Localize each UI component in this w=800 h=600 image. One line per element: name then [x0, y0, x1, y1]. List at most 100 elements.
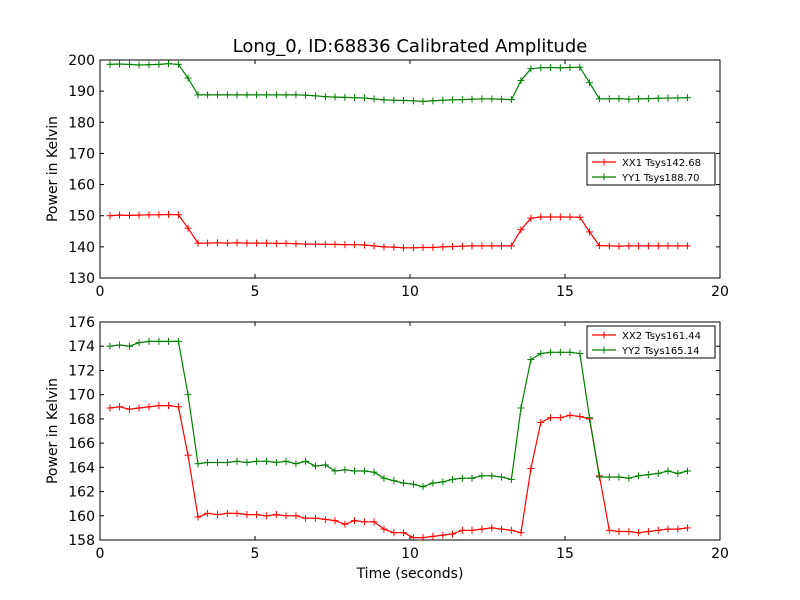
chart-1-series-1-point	[223, 239, 231, 247]
chart-1-y-tick-label: 180	[68, 115, 95, 131]
chart-2-y-tick-label: 158	[68, 533, 95, 549]
chart-2-series-2-point	[321, 461, 329, 469]
chart-1-series-1-point	[556, 213, 564, 221]
chart-2-series-2-point	[595, 473, 603, 481]
chart-1-y-tick-label: 200	[68, 53, 95, 69]
chart-1-series-2-point	[478, 95, 486, 103]
chart-1-series-2-point	[556, 64, 564, 72]
chart-2-series-2-point	[546, 348, 554, 356]
chart-2-y-tick-label: 166	[68, 436, 95, 452]
chart-1-series-1-point	[351, 241, 359, 249]
chart-2-x-tick-label: 20	[711, 546, 729, 562]
chart-1-series-2-point	[155, 60, 163, 68]
chart-2-series-2-point	[576, 349, 584, 357]
chart-2-series-2-point	[458, 474, 466, 482]
chart-1-series-1-point	[360, 241, 368, 249]
chart-2-y-tick-label: 170	[68, 388, 95, 404]
chart-1-x-tick-label: 5	[251, 284, 260, 300]
chart-1-series-1-point	[595, 242, 603, 250]
chart-2-x-axis-label: Time (seconds)	[356, 566, 464, 582]
chart-2-series-1-point	[546, 414, 554, 422]
chart-1-series-2-point	[174, 60, 182, 68]
chart-2-series-2-point	[282, 457, 290, 465]
chart-1-series-2-point	[233, 91, 241, 99]
chart-1-series-2-point	[282, 91, 290, 99]
chart-2-series-2-point	[262, 457, 270, 465]
chart-2-series-1-point	[292, 512, 300, 520]
chart-2-series-1-point	[390, 529, 398, 537]
top-subplot: 0 5 10 15 20 130 140 150 160 170 180 190 200 Power in…	[45, 53, 729, 300]
chart-1-series-2-point	[106, 60, 114, 68]
chart-1-series-2-point	[517, 77, 525, 85]
chart-2-series-1-point	[448, 530, 456, 538]
chart-1-series-1-point	[527, 214, 535, 222]
chart-1-series-1-point	[145, 211, 153, 219]
chart-2-series-1-point	[282, 512, 290, 520]
bottom-subplot: 0 5 10 15 20 158 160 162 164 166 168 170 172 174 176 Po…	[45, 315, 729, 582]
chart-2-y-axis-label: Power in Kelvin	[45, 378, 61, 484]
chart-1-series-1-point	[253, 239, 261, 247]
chart-1-series-1-point	[282, 239, 290, 247]
chart-1-series-2-point	[419, 97, 427, 105]
chart-2-series-2-point	[439, 478, 447, 486]
chart-2-series-1-point	[419, 534, 427, 542]
chart-1-series-2-point	[595, 95, 603, 103]
chart-2-series-1-point	[243, 511, 251, 519]
chart-2-series-2-point	[380, 474, 388, 482]
chart-2-legend-label-1: XX2 Tsys161.44	[622, 331, 701, 342]
chart-1-series-1-point	[204, 239, 212, 247]
chart-2-series-1-point	[634, 529, 642, 537]
chart-1-series-2-point	[184, 74, 192, 82]
chart-2-series-2-point	[184, 391, 192, 399]
chart-2-series-1-point	[223, 509, 231, 517]
chart-1-series-2-point	[341, 93, 349, 101]
chart-2-x-tick-label: 5	[251, 546, 260, 562]
chart-2-series-1-point	[341, 520, 349, 528]
chart-1-series-2-point	[399, 96, 407, 104]
chart-1-series-1-point	[497, 242, 505, 250]
chart-1-legend-label-1: XX1 Tsys142.68	[622, 158, 701, 169]
chart-2-series-1-point	[576, 412, 584, 420]
chart-1-series-2-point	[213, 91, 221, 99]
chart-1-series-1-point	[488, 242, 496, 250]
chart-2-series-2-point	[488, 472, 496, 480]
chart-2-series-2-point	[194, 460, 202, 468]
chart-1-series-1-point	[311, 240, 319, 248]
chart-1-series-2-point	[125, 60, 133, 68]
chart-2-y-tick-label: 160	[68, 509, 95, 525]
chart-2-series-1-point	[233, 509, 241, 517]
chart-1-series-2-point	[537, 64, 545, 72]
chart-1-series-2-point	[135, 61, 143, 69]
chart-1-series-2-point	[380, 96, 388, 104]
chart-1-series-1-point	[585, 228, 593, 236]
chart-1-series-1-point	[625, 242, 633, 250]
chart-2-x-tick-label: 0	[96, 546, 105, 562]
chart-2-series-1-point	[409, 534, 417, 542]
chart-1-series-2-point	[390, 96, 398, 104]
chart-1-legend: XX1 Tsys142.68 YY1 Tsys188.70	[586, 152, 716, 186]
chart-2-series-1-point	[125, 405, 133, 413]
chart-1-series-1-point	[262, 239, 270, 247]
chart-2-series-1-point	[351, 517, 359, 525]
chart-2-series-1-point	[360, 518, 368, 526]
chart-1-y-tick-label: 150	[68, 209, 95, 225]
chart-1-series-2-point	[165, 60, 173, 68]
chart-1-series-2-point	[439, 96, 447, 104]
chart-2-series-2-point	[468, 474, 476, 482]
chart-1-series-1-point	[478, 242, 486, 250]
chart-1-series-1-point	[380, 243, 388, 251]
chart-2-series-1-point	[116, 403, 124, 411]
chart-1-series-1-point	[458, 242, 466, 250]
chart-2-series-2-point	[448, 475, 456, 483]
chart-1-series-2-point	[370, 95, 378, 103]
chart-2-series-1-point	[507, 526, 515, 534]
chart-2-series-1-point	[145, 403, 153, 411]
chart-2-series-1-point	[488, 524, 496, 532]
chart-2-series-1-point	[664, 525, 672, 533]
chart-1-series-1-point	[125, 211, 133, 219]
chart-2-series-2-point	[155, 337, 163, 345]
chart-2-series-2-point	[507, 475, 515, 483]
chart-2-y-tick-label: 176	[68, 315, 95, 331]
chart-1-series-1-point	[321, 240, 329, 248]
chart-2-series-2-point	[331, 467, 339, 475]
